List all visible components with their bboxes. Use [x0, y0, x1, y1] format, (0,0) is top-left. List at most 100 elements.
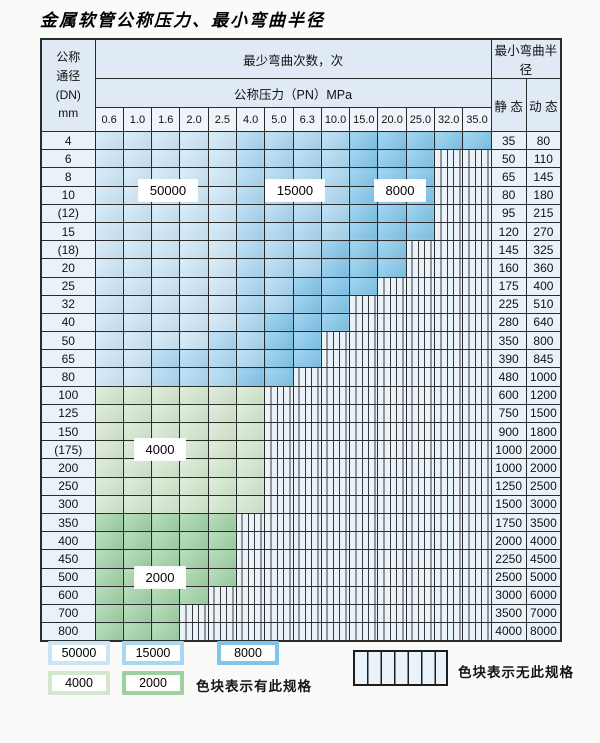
spec-cell	[94, 440, 124, 460]
dynamic-value-cell: 80	[525, 130, 562, 151]
no-spec-cell	[434, 221, 464, 242]
no-spec-cell	[377, 622, 407, 642]
spec-cell	[207, 149, 237, 169]
dn-cell: 700	[40, 603, 96, 624]
table-row: 32 225 510	[40, 294, 562, 314]
no-spec-cell	[377, 531, 407, 551]
dn-cell: 15	[40, 221, 96, 242]
no-spec-cell	[377, 403, 407, 424]
dynamic-header: 动 态	[525, 78, 562, 132]
legend-swatch-label: 8000	[221, 645, 275, 661]
no-spec-cell	[292, 367, 322, 387]
table-row: 80 480 1000	[40, 367, 562, 387]
spec-cell	[179, 458, 209, 478]
pressure-value-header: 15.0	[349, 107, 379, 132]
spec-cell	[207, 276, 237, 296]
no-spec-cell	[405, 367, 436, 387]
spec-cell	[207, 458, 237, 478]
static-value-cell: 1000	[490, 458, 527, 478]
no-spec-cell	[349, 622, 379, 642]
table-row: 15 120 270	[40, 221, 562, 242]
spec-cell	[179, 403, 209, 424]
no-spec-cell	[434, 276, 464, 296]
no-spec-cell	[377, 549, 407, 569]
no-spec-cell	[405, 458, 436, 478]
dynamic-value-cell: 180	[525, 185, 562, 205]
spec-cell	[264, 130, 294, 151]
no-spec-cell	[434, 149, 464, 169]
spec-cell	[151, 603, 181, 624]
spec-cell	[179, 385, 209, 405]
no-spec-cell	[264, 512, 294, 533]
no-spec-cell	[292, 622, 322, 642]
spec-cell	[320, 312, 351, 333]
no-spec-cell	[434, 549, 464, 569]
static-value-cell: 3000	[490, 585, 527, 605]
spec-cell	[151, 203, 181, 223]
static-value-cell: 350	[490, 331, 527, 351]
no-spec-cell	[405, 476, 436, 496]
table-row: 150 900 1800	[40, 421, 562, 442]
spec-cell	[94, 567, 124, 587]
no-spec-cell	[292, 385, 322, 405]
table-row: 6 50 110	[40, 149, 562, 169]
no-spec-cell	[235, 622, 266, 642]
no-spec-cell	[377, 476, 407, 496]
spec-cell	[207, 567, 237, 587]
no-spec-cell	[434, 603, 464, 624]
spec-cell	[179, 312, 209, 333]
table-row: 4 35 80	[40, 130, 562, 151]
spec-cell	[151, 240, 181, 260]
spec-cell	[122, 494, 153, 514]
spec-cell	[94, 312, 124, 333]
dynamic-value-cell: 145	[525, 167, 562, 187]
spec-cell	[94, 512, 124, 533]
spec-cell	[122, 385, 153, 405]
no-spec-cell	[377, 276, 407, 296]
table-row: 600 3000 6000	[40, 585, 562, 605]
no-spec-cell	[434, 185, 464, 205]
spec-cell	[264, 258, 294, 278]
static-value-cell: 160	[490, 258, 527, 278]
no-spec-cell	[320, 603, 351, 624]
legend-swatch-2000: 2000	[122, 671, 184, 695]
table-row: 250 1250 2500	[40, 476, 562, 496]
no-spec-cell	[434, 512, 464, 533]
spec-cell	[179, 440, 209, 460]
spec-cell	[377, 130, 407, 151]
no-spec-cell	[462, 185, 492, 205]
legend-swatch-label: 2000	[126, 675, 180, 691]
static-value-cell: 2500	[490, 567, 527, 587]
no-spec-cell	[320, 385, 351, 405]
dn-cell: 50	[40, 331, 96, 351]
no-spec-cell	[349, 585, 379, 605]
table-row: 200 1000 2000	[40, 458, 562, 478]
spec-cell	[94, 276, 124, 296]
spec-cell	[292, 258, 322, 278]
static-value-cell: 600	[490, 385, 527, 405]
no-spec-cell	[235, 531, 266, 551]
dynamic-value-cell: 110	[525, 149, 562, 169]
no-spec-cell	[320, 531, 351, 551]
no-spec-cell	[462, 622, 492, 642]
static-value-cell: 750	[490, 403, 527, 424]
spec-cell	[122, 403, 153, 424]
dn-cell: 600	[40, 585, 96, 605]
table-row: 450 2250 4500	[40, 549, 562, 569]
no-spec-cell	[292, 585, 322, 605]
no-spec-cell	[320, 494, 351, 514]
legend-swatch-8000: 8000	[217, 641, 279, 665]
static-value-cell: 4000	[490, 622, 527, 642]
dynamic-value-cell: 215	[525, 203, 562, 223]
no-spec-cell	[264, 385, 294, 405]
no-spec-cell	[349, 403, 379, 424]
no-spec-cell	[434, 403, 464, 424]
spec-cell	[207, 549, 237, 569]
spec-cell	[151, 512, 181, 533]
spec-cell	[349, 276, 379, 296]
no-spec-cell	[434, 349, 464, 369]
spec-cell	[122, 240, 153, 260]
spec-cell	[292, 331, 322, 351]
spec-cell	[235, 476, 266, 496]
table-row: 300 1500 3000	[40, 494, 562, 514]
